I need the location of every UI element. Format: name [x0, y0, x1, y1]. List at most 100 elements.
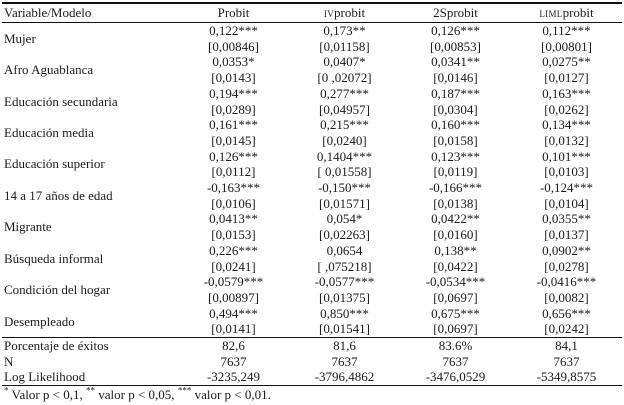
variable-row-se: [0,0289] [0,04957] [0,0304] [0,0262]	[2, 102, 622, 118]
footnote-stars: *	[4, 385, 9, 396]
row-label: Educación media	[4, 125, 94, 141]
standard-error-cell: [0,01158]	[319, 38, 370, 54]
variable-row-coef: Condición del hogar -0,0579*** -0,0577*** -…	[2, 274, 622, 297]
standard-error-cell: [0,00853]	[430, 38, 481, 54]
variable-row-coef: Mujer 0,122*** 0,173** 0,126*** 0,112***	[2, 23, 622, 46]
coefficient-cell: 0,134***	[542, 117, 591, 133]
coefficient-cell: 0,0413**	[209, 211, 258, 227]
standard-error-cell: [0,0697]	[433, 289, 478, 305]
standard-error-cell: [0,0146]	[433, 70, 478, 86]
variable-row-se: [0,00897] [0,01375] [0,0697] [0,0082]	[2, 290, 622, 306]
standard-error-cell: [0,0145]	[211, 132, 256, 148]
col-header-smallcaps: iv	[323, 5, 335, 20]
summary-label: Log Likelihood	[2, 369, 178, 386]
standard-error-cell: [0,02263]	[319, 227, 370, 243]
coefficient-cell: -0,166***	[428, 180, 483, 196]
summary-value-cell: 7637	[442, 353, 469, 369]
coefficient-cell: 0,138**	[434, 242, 477, 258]
variable-row-se: [0,0141] [0,01541] [0,0697] [0,0242]	[2, 321, 622, 337]
col-header-probit: Probit	[178, 3, 289, 23]
col-header-text: Probit	[217, 5, 250, 20]
coefficient-cell: 0,226***	[209, 242, 258, 258]
coefficient-cell: -0,150***	[317, 180, 372, 196]
row-label: Migrante	[4, 219, 52, 235]
coefficient-cell: 0,126***	[209, 148, 258, 164]
footnote-stars: **	[86, 385, 96, 396]
variable-row-coef: Desempleado 0,494*** 0,850*** 0,675*** 0,656…	[2, 305, 622, 329]
col-header-text: probit	[334, 5, 366, 20]
coefficient-cell: 0,126***	[431, 23, 480, 38]
variable-row-se: [0,0143] [0 ,02072] [0,0146] [0,0127]	[2, 70, 622, 86]
standard-error-cell: [0,04957]	[319, 101, 370, 117]
coefficient-cell: 0,194***	[209, 85, 258, 101]
variable-row-coef: Migrante 0,0413** 0,054* 0,0422** 0,0355**	[2, 211, 622, 234]
summary-rows-section: Porcentaje de éxitos 82,6 81,6 83.6% 84,1 N 76…	[2, 337, 622, 386]
standard-error-cell: [0,0082]	[544, 289, 589, 305]
standard-error-cell: [0,0304]	[433, 101, 478, 117]
standard-error-cell: [0,0127]	[544, 70, 589, 86]
coefficient-cell: 0,0275**	[542, 54, 591, 70]
standard-error-cell: [0,0119]	[433, 164, 478, 180]
summary-value-cell: 81,6	[289, 337, 400, 354]
variable-row-coef: 14 a 17 años de edad -0,163*** -0,150*** -0…	[2, 180, 622, 203]
coefficient-cell: 0,850***	[320, 305, 369, 321]
col-header-text: 2Sprobit	[433, 5, 478, 20]
col-header-smallcaps: liml	[539, 5, 563, 20]
variable-row-se: [0,0145] [0,0240] [0,0158] [0,0132]	[2, 133, 622, 149]
summary-value-cell: -3235,249	[178, 369, 289, 386]
standard-error-cell: [0,0158]	[433, 132, 478, 148]
standard-error-cell: [0,0153]	[211, 227, 256, 243]
standard-error-cell: [0,0103]	[544, 164, 589, 180]
coefficient-cell: -0,0577***	[314, 274, 375, 290]
coefficient-cell: 0,0407*	[323, 54, 366, 70]
header-row: Variable/Modelo Probit ivprobit 2Sprobit…	[2, 3, 622, 23]
standard-error-cell: [0,0240]	[322, 132, 367, 148]
col-header-2sprobit: 2Sprobit	[400, 3, 511, 23]
standard-error-cell: [0,0138]	[433, 195, 478, 211]
coefficient-cell: 0,101***	[542, 148, 591, 164]
coefficient-cell: -0,124***	[539, 180, 594, 196]
standard-error-cell: [0,0241]	[211, 258, 256, 274]
variable-row-coef: Búsqueda informal 0,226*** 0,0654 0,138** 0,…	[2, 242, 622, 266]
summary-value-cell: 7637	[553, 353, 580, 369]
standard-error-cell: [0,0106]	[211, 195, 256, 211]
summary-row: Log Likelihood -3235,249 -3796,4862 -3476,0…	[2, 369, 622, 386]
coefficient-cell: 0,0341**	[431, 54, 480, 70]
col-header-limlprobit: limlprobit	[511, 3, 622, 23]
standard-error-cell: [0,01571]	[319, 195, 370, 211]
summary-value-cell: 84,1	[511, 337, 622, 354]
coefficient-cell: 0,494***	[209, 305, 258, 321]
variable-row-coef: Educación superior 0,126*** 0,1404*** 0,123…	[2, 148, 622, 172]
row-label: Afro Aguablanca	[4, 62, 94, 78]
standard-error-cell: [0,0104]	[544, 195, 589, 211]
standard-error-cell: [0,0422]	[433, 258, 478, 274]
coefficient-cell: -0,0534***	[425, 274, 486, 290]
standard-error-cell: [0,00897]	[208, 289, 259, 305]
coefficient-cell: 0,0654	[326, 242, 363, 258]
footnote-text: valor p < 0,05,	[95, 386, 178, 402]
variable-row-se: [0,0106] [0,01571] [0,0138] [0,0104]	[2, 196, 622, 212]
summary-value-cell: 83.6%	[400, 337, 511, 354]
footnote-text: valor p < 0,01.	[191, 386, 271, 402]
coefficient-cell: 0,0353*	[212, 54, 255, 70]
coefficient-cell: 0,173**	[323, 23, 366, 38]
coefficient-cell: 0,054*	[326, 211, 363, 227]
row-label: Mujer	[4, 30, 36, 46]
summary-value-cell: -5349,8575	[511, 369, 622, 386]
variable-rows-section: Mujer 0,122*** 0,173** 0,126*** 0,112*** [0,0…	[2, 23, 622, 338]
coefficient-cell: 0,187***	[431, 85, 480, 101]
standard-error-cell: [0,0112]	[211, 164, 256, 180]
standard-error-cell: [0,0289]	[211, 101, 256, 117]
standard-error-cell: [0,0137]	[544, 227, 589, 243]
coefficient-cell: 0,163***	[542, 85, 591, 101]
variable-row-coef: Educación media 0,161*** 0,215*** 0,160*** 0…	[2, 117, 622, 140]
coefficient-cell: 0,277***	[320, 85, 369, 101]
variable-row-coef: Afro Aguablanca 0,0353* 0,0407* 0,0341** 0,0…	[2, 54, 622, 77]
summary-value-cell: 82,6	[178, 337, 289, 354]
coefficient-cell: 0,656***	[542, 305, 591, 321]
row-label: Desempleado	[4, 313, 75, 329]
standard-error-cell: [0,01541]	[319, 321, 370, 337]
summary-value-cell: 7637	[220, 353, 247, 369]
coefficient-cell: 0,160***	[431, 117, 480, 133]
